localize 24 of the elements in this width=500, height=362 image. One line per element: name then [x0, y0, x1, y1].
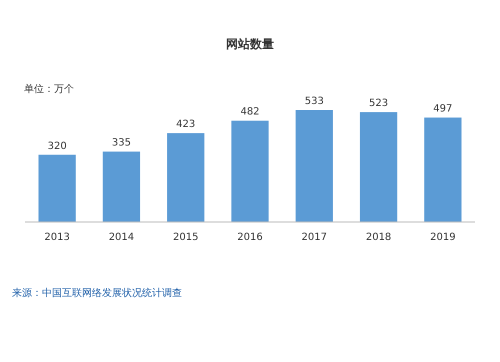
bar	[360, 112, 398, 222]
chart-subtitle: 单位：万个	[24, 83, 74, 95]
x-tick-label: 2017	[302, 232, 328, 243]
data-label: 482	[240, 106, 260, 118]
data-label: 523	[369, 98, 388, 110]
data-label: 533	[304, 96, 324, 107]
bar	[231, 120, 269, 222]
data-label: 423	[176, 119, 196, 130]
bar	[296, 110, 333, 222]
x-tick-label: 2018	[366, 232, 392, 243]
data-label: 497	[433, 104, 452, 115]
data-label: 320	[48, 140, 67, 152]
data-label: 335	[112, 138, 131, 149]
x-tick-label: 2015	[172, 232, 198, 243]
bar	[167, 133, 204, 222]
x-tick-label: 2014	[108, 232, 134, 243]
x-tick-label: 2016	[237, 232, 263, 243]
bar	[38, 154, 76, 222]
source-note: 来源：中国互联网络发展状况统计调查	[12, 287, 182, 299]
chart-title: 网站数量	[226, 37, 274, 51]
bar	[424, 118, 462, 222]
x-tick-label: 2013	[44, 232, 70, 243]
x-tick-label: 2019	[430, 232, 456, 243]
bar	[102, 152, 140, 222]
